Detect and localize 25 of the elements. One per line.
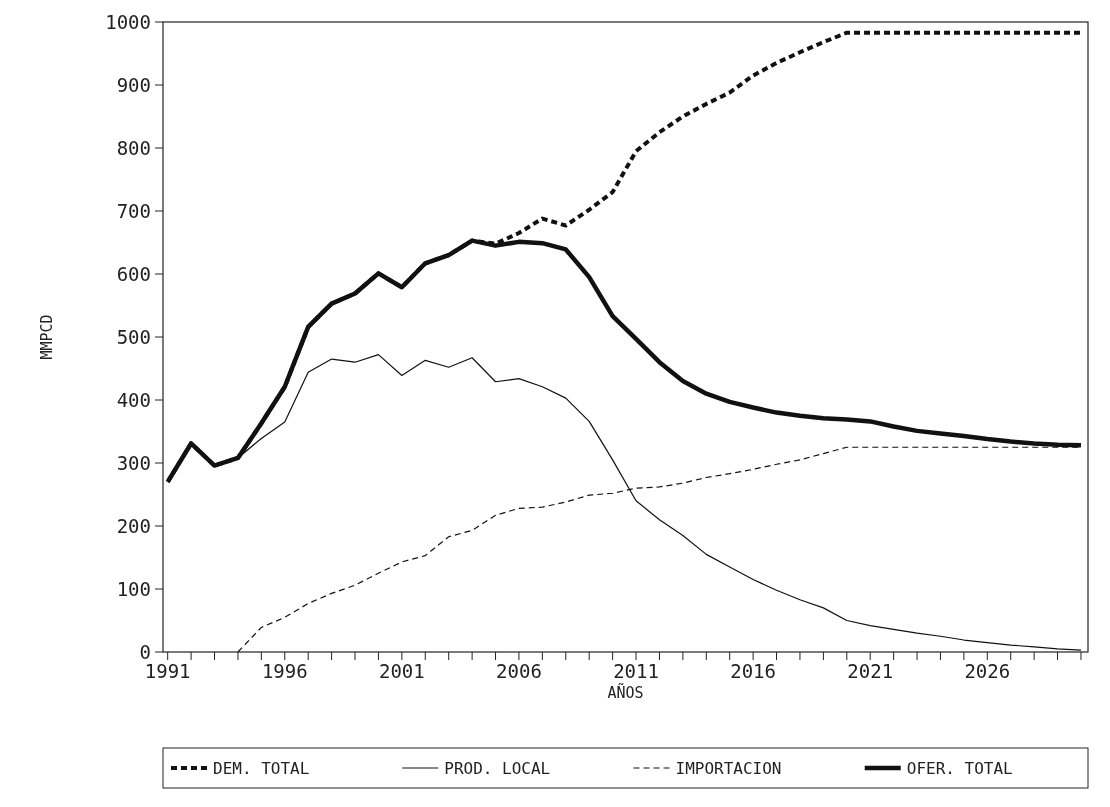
y-tick-label: 300 (116, 451, 151, 474)
y-tick-label: 400 (116, 388, 151, 411)
x-tick-label: 2016 (730, 660, 777, 682)
x-tick-label: 1991 (144, 660, 191, 682)
x-tick-label: 2006 (496, 660, 542, 682)
legend-label: DEM. TOTAL (213, 758, 310, 778)
y-tick-label: 500 (116, 325, 151, 348)
legend-label: OFER. TOTAL (906, 758, 1013, 778)
x-tick-label: 1996 (261, 660, 308, 682)
y-axis-title: MMPCD (38, 314, 56, 360)
y-tick-label: 100 (116, 577, 151, 600)
y-tick-label: 800 (116, 136, 151, 159)
x-tick-label: 2021 (847, 660, 894, 682)
y-tick-label: 900 (116, 73, 151, 96)
y-tick-label: 200 (116, 514, 151, 537)
y-tick-label: 600 (116, 262, 151, 285)
y-tick-label: 0 (139, 640, 151, 663)
x-axis-title: AÑOS (607, 683, 644, 702)
x-tick-label: 2011 (613, 660, 659, 682)
legend-label: IMPORTACION (675, 758, 782, 778)
x-tick-label: 2026 (964, 660, 1011, 682)
y-tick-label: 1000 (105, 10, 151, 33)
legend-label: PROD. LOCAL (444, 758, 551, 778)
y-tick-label: 700 (116, 199, 151, 222)
x-tick-label: 2001 (378, 660, 425, 682)
